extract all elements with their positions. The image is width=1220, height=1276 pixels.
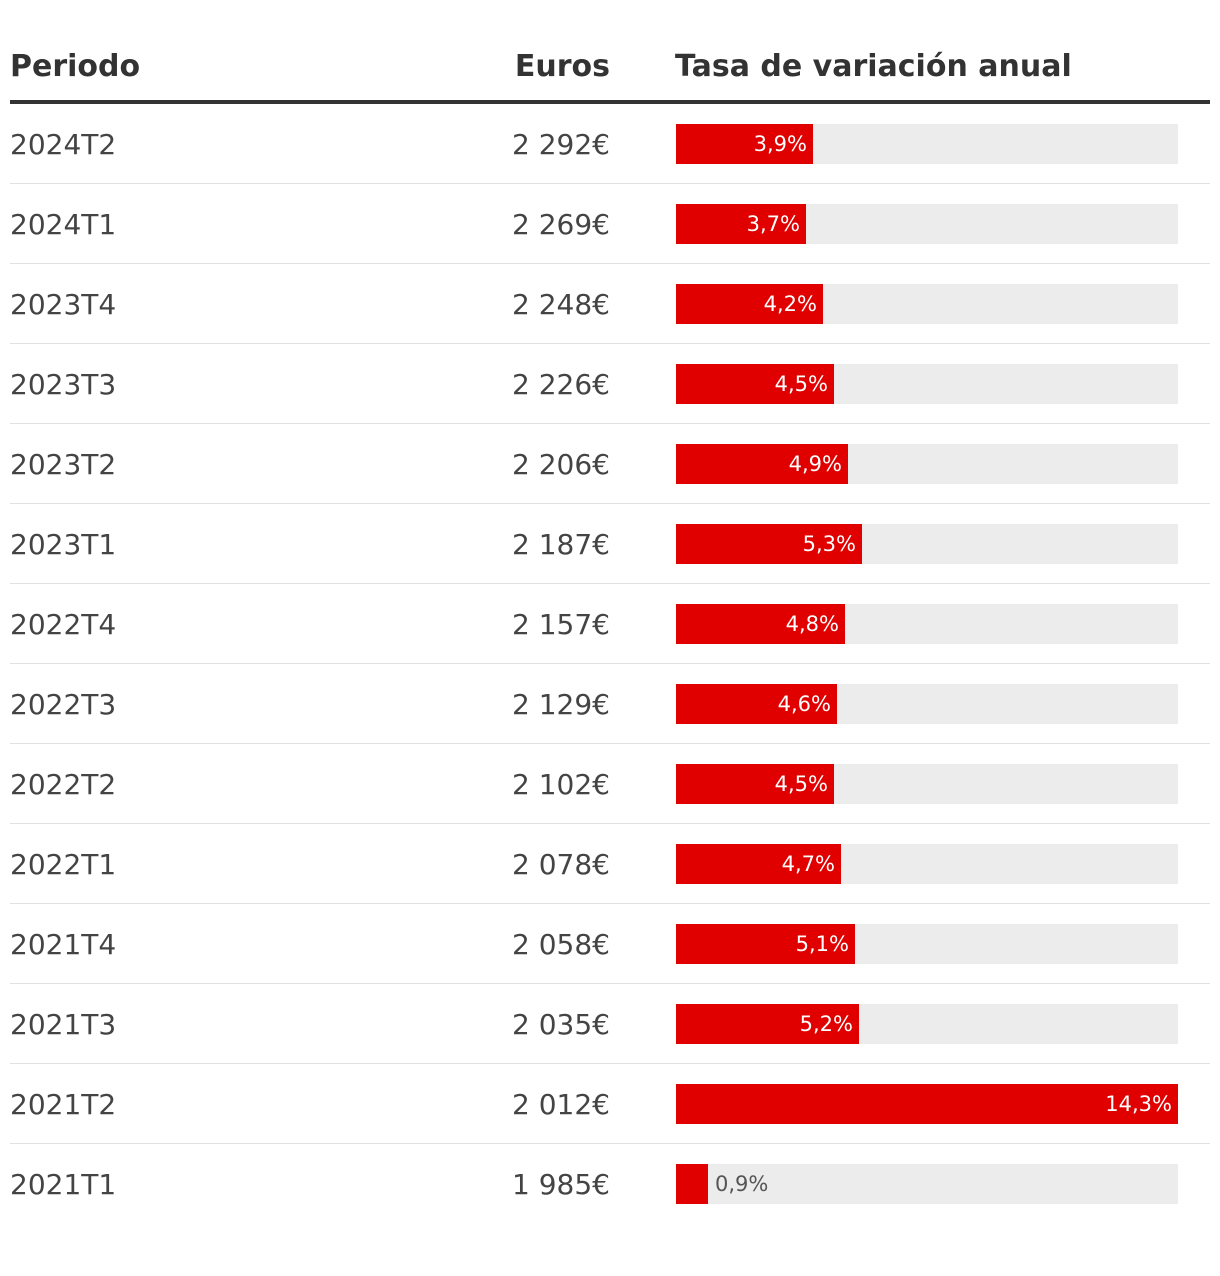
euros-cell: 2 248€ xyxy=(512,288,610,321)
euros-cell: 2 292€ xyxy=(512,128,610,161)
bar-2022T4 xyxy=(676,604,845,644)
bar-value-label: 4,9% xyxy=(788,452,842,476)
bar-track: 3,9% xyxy=(676,124,1178,164)
bar-track: 4,9% xyxy=(676,444,1178,484)
euros-cell: 2 078€ xyxy=(512,848,610,881)
table-row: 2021T4 2 058€ 5,1% xyxy=(10,904,1210,984)
header-euros: Euros xyxy=(514,49,610,84)
bar-2024T2 xyxy=(676,124,813,164)
bar-value-label: 4,2% xyxy=(763,292,817,316)
bar-2021T2 xyxy=(676,1084,1178,1124)
table-row: 2024T2 2 292€ 3,9% xyxy=(10,104,1210,184)
bar-2021T1 xyxy=(676,1164,708,1204)
bar-2023T3 xyxy=(676,364,834,404)
header-rate: Tasa de variación anual xyxy=(675,49,1072,84)
euros-cell: 2 157€ xyxy=(512,608,610,641)
bar-track: 4,6% xyxy=(676,684,1178,724)
euros-cell: 2 058€ xyxy=(512,928,610,961)
bar-value-label: 0,9% xyxy=(715,1172,769,1196)
euros-cell: 2 187€ xyxy=(512,528,610,561)
bar-value-label: 5,3% xyxy=(802,532,856,556)
data-table: Periodo Euros Tasa de variación anual 20… xyxy=(10,28,1210,1224)
bar-2022T1 xyxy=(676,844,841,884)
table-row: 2021T2 2 012€ 14,3% xyxy=(10,1064,1210,1144)
euros-cell: 2 035€ xyxy=(512,1008,610,1041)
period-cell: 2023T3 xyxy=(10,368,117,401)
bar-2024T1 xyxy=(676,204,806,244)
bar-track: 4,2% xyxy=(676,284,1178,324)
bar-value-label: 4,8% xyxy=(785,612,839,636)
bar-track: 4,8% xyxy=(676,604,1178,644)
period-cell: 2022T4 xyxy=(10,608,117,641)
euros-cell: 1 985€ xyxy=(512,1168,610,1201)
euros-cell: 2 269€ xyxy=(512,208,610,241)
table-header: Periodo Euros Tasa de variación anual xyxy=(10,28,1210,104)
euros-cell: 2 129€ xyxy=(512,688,610,721)
bar-value-label: 4,7% xyxy=(781,852,835,876)
bar-value-label: 4,5% xyxy=(774,772,828,796)
period-cell: 2023T2 xyxy=(10,448,117,481)
bar-track: 0,9% xyxy=(676,1164,1178,1204)
bar-track: 5,3% xyxy=(676,524,1178,564)
period-cell: 2024T2 xyxy=(10,128,117,161)
period-cell: 2022T1 xyxy=(10,848,117,881)
euros-cell: 2 206€ xyxy=(512,448,610,481)
bar-2022T2 xyxy=(676,764,834,804)
table-row: 2023T3 2 226€ 4,5% xyxy=(10,344,1210,424)
bar-value-label: 14,3% xyxy=(1105,1092,1172,1116)
period-cell: 2021T3 xyxy=(10,1008,117,1041)
bar-track: 4,5% xyxy=(676,364,1178,404)
bar-value-label: 5,1% xyxy=(795,932,849,956)
bar-track: 5,2% xyxy=(676,1004,1178,1044)
period-cell: 2021T4 xyxy=(10,928,117,961)
euros-cell: 2 012€ xyxy=(512,1088,610,1121)
bar-2023T2 xyxy=(676,444,848,484)
table-row: 2022T1 2 078€ 4,7% xyxy=(10,824,1210,904)
bar-track: 4,7% xyxy=(676,844,1178,884)
table-row: 2022T2 2 102€ 4,5% xyxy=(10,744,1210,824)
period-cell: 2021T2 xyxy=(10,1088,117,1121)
table-row: 2023T4 2 248€ 4,2% xyxy=(10,264,1210,344)
bar-2023T1 xyxy=(676,524,862,564)
period-cell: 2024T1 xyxy=(10,208,117,241)
table-row: 2022T4 2 157€ 4,8% xyxy=(10,584,1210,664)
bar-2021T3 xyxy=(676,1004,859,1044)
bar-track: 14,3% xyxy=(676,1084,1178,1124)
bar-value-label: 5,2% xyxy=(799,1012,853,1036)
table-row: 2024T1 2 269€ 3,7% xyxy=(10,184,1210,264)
period-cell: 2021T1 xyxy=(10,1168,117,1201)
period-cell: 2023T4 xyxy=(10,288,117,321)
table-row: 2023T2 2 206€ 4,9% xyxy=(10,424,1210,504)
period-cell: 2022T2 xyxy=(10,768,117,801)
period-cell: 2023T1 xyxy=(10,528,117,561)
table-row: 2021T1 1 985€ 0,9% xyxy=(10,1144,1210,1224)
bar-2023T4 xyxy=(676,284,823,324)
bar-2021T4 xyxy=(676,924,855,964)
table-row: 2023T1 2 187€ 5,3% xyxy=(10,504,1210,584)
period-cell: 2022T3 xyxy=(10,688,117,721)
bar-track: 5,1% xyxy=(676,924,1178,964)
table-row: 2021T3 2 035€ 5,2% xyxy=(10,984,1210,1064)
table-body: 2024T2 2 292€ 3,9% 2024T1 2 269€ 3,7% 2023T4 2 … xyxy=(10,104,1210,1224)
bar-2022T3 xyxy=(676,684,837,724)
bar-value-label: 4,5% xyxy=(774,372,828,396)
bar-value-label: 3,9% xyxy=(753,132,807,156)
euros-cell: 2 102€ xyxy=(512,768,610,801)
bar-track: 4,5% xyxy=(676,764,1178,804)
euros-cell: 2 226€ xyxy=(512,368,610,401)
bar-value-label: 3,7% xyxy=(746,212,800,236)
table-row: 2022T3 2 129€ 4,6% xyxy=(10,664,1210,744)
bar-track: 3,7% xyxy=(676,204,1178,244)
bar-value-label: 4,6% xyxy=(777,692,831,716)
header-period: Periodo xyxy=(10,49,141,84)
